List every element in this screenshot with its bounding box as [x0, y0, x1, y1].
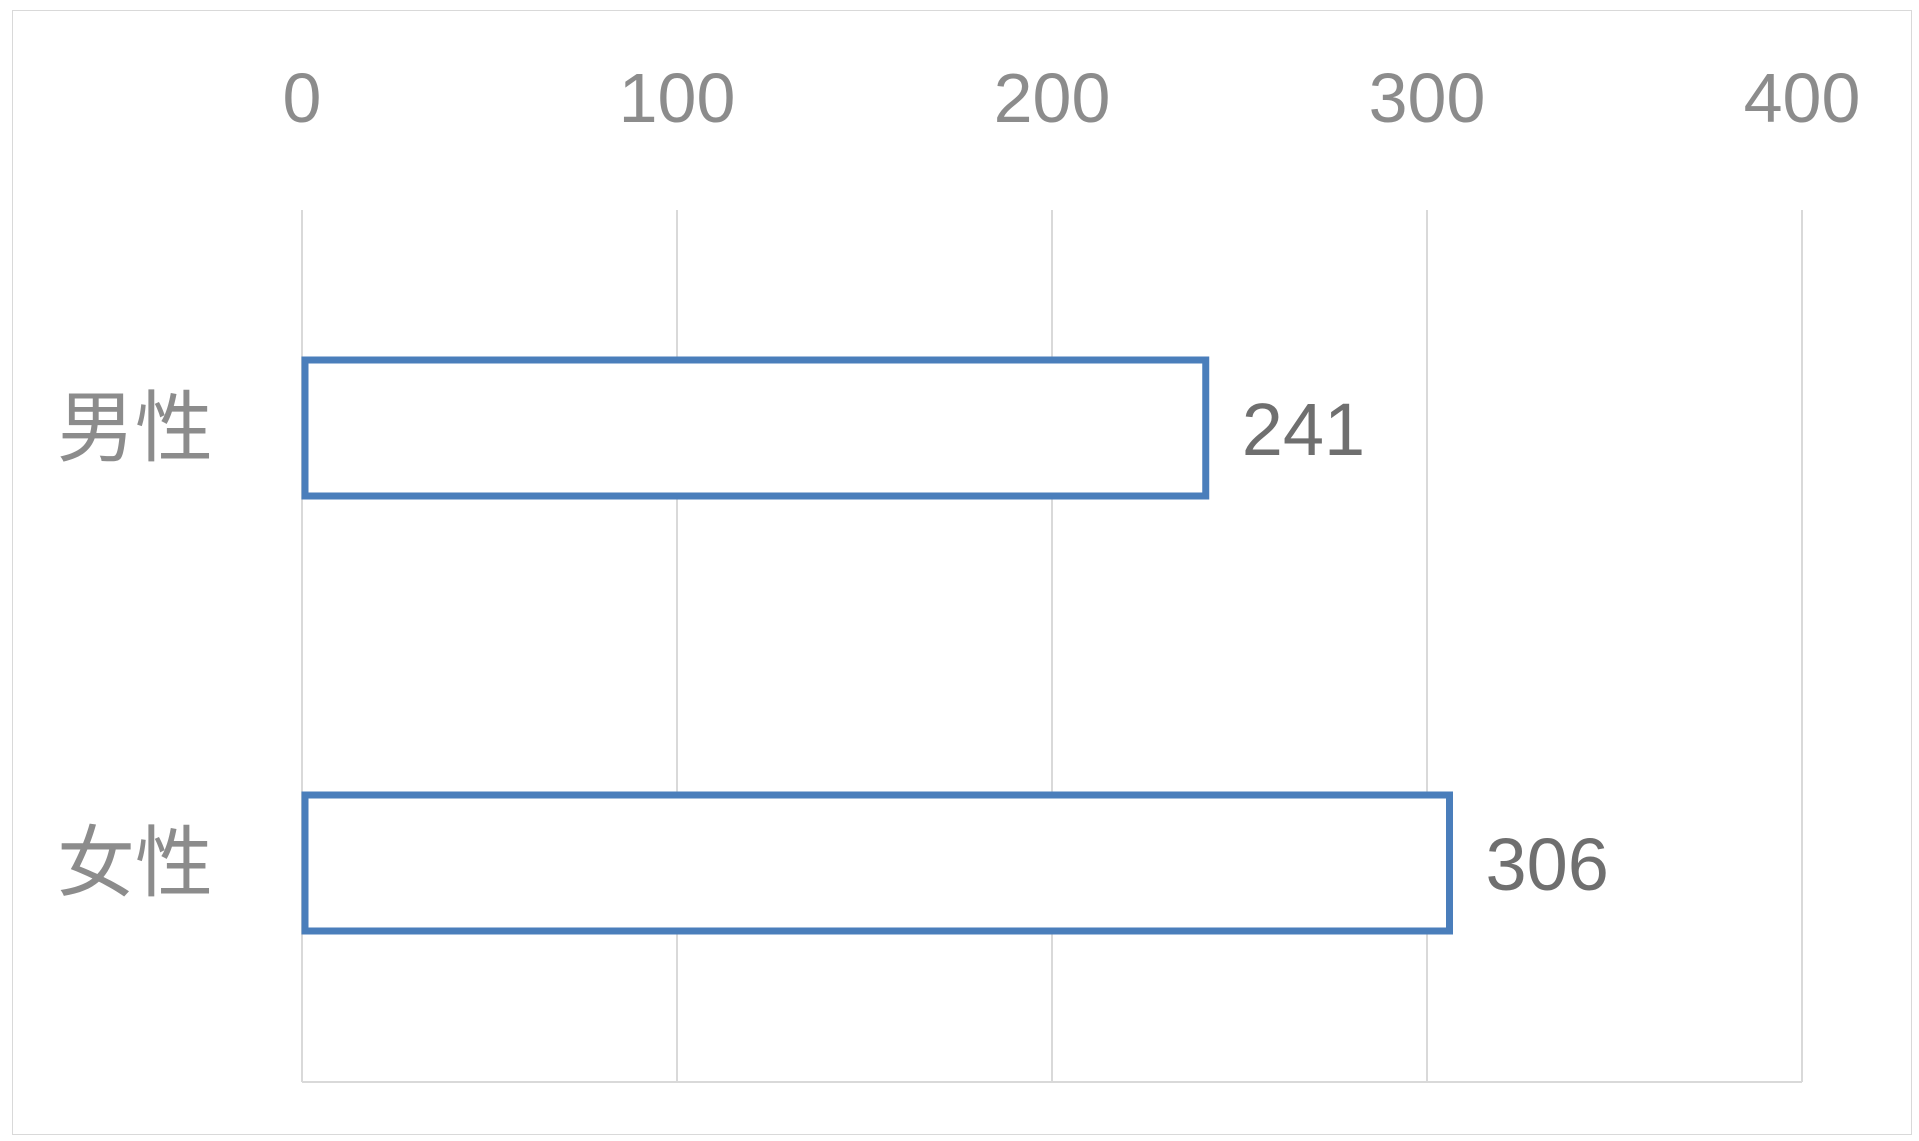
bars: [301, 356, 1453, 935]
x-axis-ticks: 0 100 200 300 400: [283, 59, 1861, 137]
category-label: 女性: [57, 819, 213, 909]
data-label: 306: [1486, 823, 1609, 906]
labels: 男性 241 女性 306: [57, 384, 1609, 909]
bar-1: [301, 791, 1453, 935]
category-label: 男性: [57, 384, 213, 474]
chart-frame: [12, 10, 1912, 1135]
x-tick-label: 0: [283, 59, 322, 137]
bar-0: [301, 356, 1210, 500]
gridlines: [301, 210, 1803, 1083]
x-tick-label: 300: [1369, 59, 1486, 137]
x-tick-label: 200: [994, 59, 1111, 137]
data-label: 241: [1242, 388, 1365, 471]
x-tick-label: 100: [619, 59, 736, 137]
x-tick-label: 400: [1744, 59, 1861, 137]
